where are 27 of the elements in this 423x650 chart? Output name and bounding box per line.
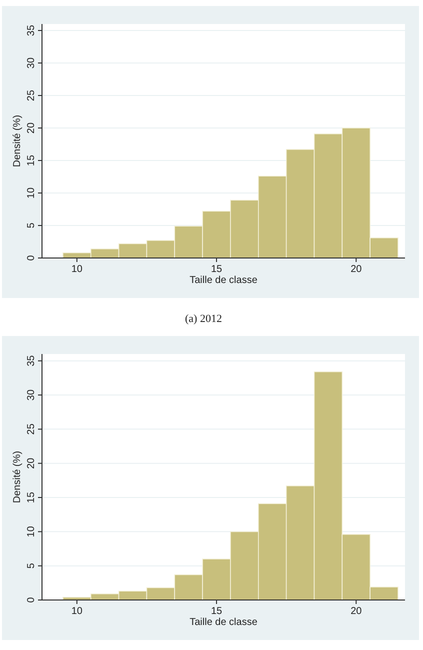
y-axis-title: Densité (%) <box>12 114 23 168</box>
x-axis-title: Taille de classe <box>190 617 258 628</box>
y-tick-label: 35 <box>26 24 37 36</box>
y-tick-label: 25 <box>26 90 37 102</box>
x-tick-label: 15 <box>210 606 223 617</box>
y-tick-label: 0 <box>26 254 37 261</box>
y-tick-label: 5 <box>26 222 37 228</box>
x-axis-title: Taille de classe <box>190 275 258 286</box>
y-axis-title: Densité (%) <box>12 450 23 504</box>
y-tick-label: 30 <box>26 57 37 69</box>
y-tick-label: 15 <box>26 492 37 504</box>
y-tick-label: 20 <box>26 122 37 134</box>
y-tick-label: 35 <box>26 354 37 366</box>
x-tick-label: 15 <box>210 264 223 275</box>
x-tick-label: 20 <box>350 264 362 275</box>
x-tick-label: 10 <box>71 264 83 275</box>
x-tick-label: 20 <box>350 606 362 617</box>
y-tick-label: 5 <box>26 562 37 569</box>
y-tick-label: 15 <box>26 154 37 166</box>
text: (a) 2012 <box>185 313 222 325</box>
x-tick-label: 10 <box>71 606 83 617</box>
y-tick-label: 10 <box>26 187 37 199</box>
y-tick-label: 0 <box>26 596 37 603</box>
y-tick-label: 30 <box>26 389 37 401</box>
y-tick-label: 25 <box>26 423 37 435</box>
y-tick-label: 10 <box>26 526 37 538</box>
y-tick-label: 20 <box>26 457 37 469</box>
